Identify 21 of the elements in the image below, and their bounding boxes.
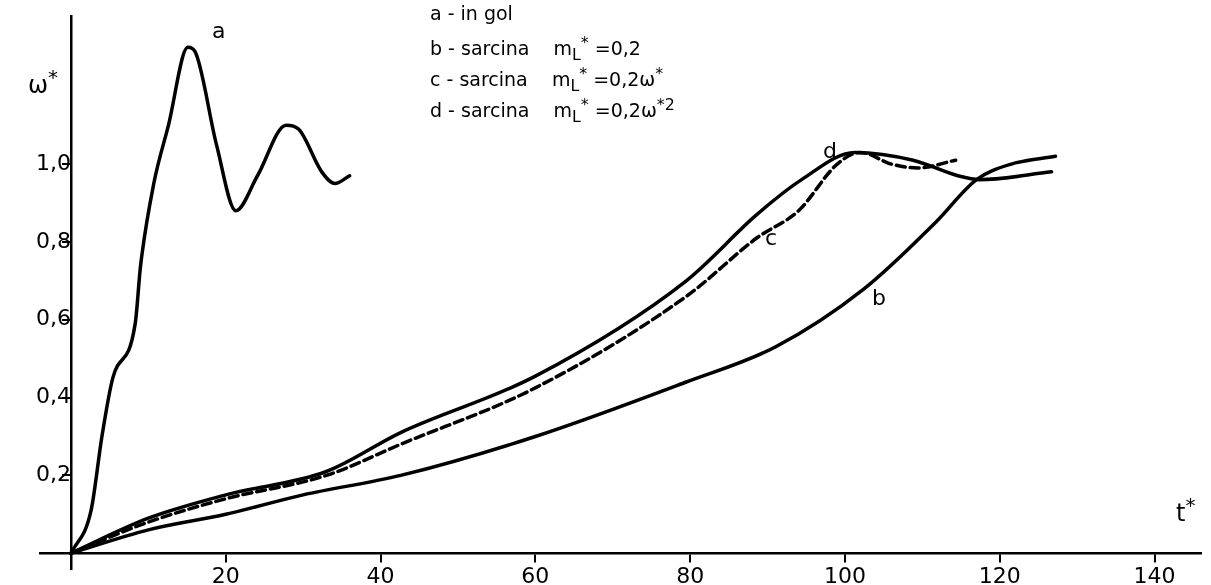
- x-tick-label: 40: [366, 563, 395, 585]
- y-axis-title: ω$^{*}$: [28, 65, 59, 99]
- annotation: d: [823, 138, 837, 163]
- x-axis-title: t$^{*}$: [1176, 493, 1196, 528]
- annotation: b: [872, 285, 886, 310]
- annotation: b - sarcina m$_{L}$$^{*}$ =0,2: [430, 33, 641, 65]
- annotation: c - sarcina m$_{L}$$^{*}$ =0,2ω$^{*}$: [430, 64, 664, 96]
- y-tick-label: 0,8: [35, 227, 71, 253]
- annotation: a - in gol: [430, 2, 513, 24]
- x-tick-label: 120: [978, 563, 1021, 585]
- x-tick-label: 140: [1133, 563, 1176, 585]
- y-tick-label: 1,0: [35, 149, 71, 175]
- annotation: d - sarcina m$_{L}$$^{*}$ =0,2ω$^{*2}$: [430, 95, 675, 127]
- y-tick-label: 0,2: [35, 461, 71, 487]
- x-tick-label: 80: [676, 563, 705, 585]
- x-tick-label: 100: [823, 563, 866, 585]
- annotation: c: [765, 225, 778, 250]
- y-tick-label: 0,6: [35, 305, 71, 331]
- x-tick-label: 60: [521, 563, 550, 585]
- annotation: a: [212, 18, 226, 43]
- x-tick-label: 20: [211, 563, 240, 585]
